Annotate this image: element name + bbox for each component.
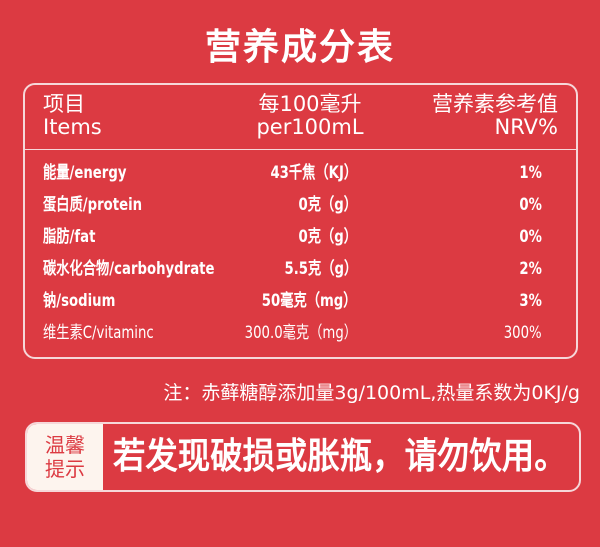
row-item: 脂肪/fat	[43, 227, 96, 247]
header-per100ml-zh: 每100毫升	[258, 92, 362, 116]
row-nrv: 1%	[519, 163, 542, 183]
row-item: 钠/sodium	[43, 291, 116, 311]
table-row: 维生素C/vitaminc 300.0毫克（mg） 300%	[43, 321, 542, 351]
header-items-en: Items	[43, 115, 102, 139]
row-nrv: 300%	[504, 323, 542, 343]
row-nrv: 3%	[519, 291, 542, 311]
row-item: 能量/energy	[43, 163, 127, 183]
row-item: 维生素C/vitaminc	[43, 323, 154, 343]
row-value: 50毫克（mg）	[262, 291, 357, 311]
row-nrv: 0%	[519, 195, 542, 215]
row-nrv: 0%	[519, 227, 542, 247]
row-value: 5.5克（g）	[284, 259, 357, 279]
table-row: 蛋白质/protein 0克（g） 0%	[43, 193, 542, 223]
table-row: 钠/sodium 50毫克（mg） 3%	[43, 289, 542, 319]
header-per100ml: 每100毫升 per100mL	[245, 93, 375, 139]
footnote: 注：赤藓糖醇添加量3g/100mL,热量系数为0KJ/g	[163, 382, 580, 404]
header-items-zh: 项目	[43, 92, 85, 116]
header-nrv-zh: 营养素参考值	[432, 92, 558, 116]
warning-message: 若发现破损或胀瓶，请勿饮用。	[113, 436, 567, 477]
row-value: 0克（g）	[298, 195, 358, 215]
header-nrv-en: NRV%	[494, 115, 558, 139]
row-value: 0克（g）	[298, 227, 358, 247]
header-divider	[25, 149, 576, 150]
row-value: 43千焦（KJ）	[270, 163, 357, 183]
warning-tag-line2: 提示	[45, 457, 85, 481]
warning-banner: 温馨 提示 若发现破损或胀瓶，请勿饮用。	[25, 422, 581, 492]
header-items: 项目 Items	[43, 93, 102, 139]
row-value: 300.0毫克（mg）	[244, 323, 357, 343]
warning-tag: 温馨 提示	[27, 424, 103, 490]
header-nrv: 营养素参考值 NRV%	[432, 93, 558, 139]
table-row: 碳水化合物/carbohydrate 5.5克（g） 2%	[43, 257, 542, 287]
header-per100ml-en: per100mL	[256, 115, 364, 139]
table-row: 能量/energy 43千焦（KJ） 1%	[43, 161, 542, 191]
table-row: 脂肪/fat 0克（g） 0%	[43, 225, 542, 255]
warning-tag-line1: 温馨	[45, 433, 85, 457]
nutrition-table: 项目 Items 每100毫升 per100mL 营养素参考值 NRV% 能量/…	[23, 83, 578, 359]
row-item: 碳水化合物/carbohydrate	[43, 259, 215, 279]
page-title: 营养成分表	[204, 27, 395, 68]
row-nrv: 2%	[519, 259, 542, 279]
row-item: 蛋白质/protein	[43, 195, 143, 215]
